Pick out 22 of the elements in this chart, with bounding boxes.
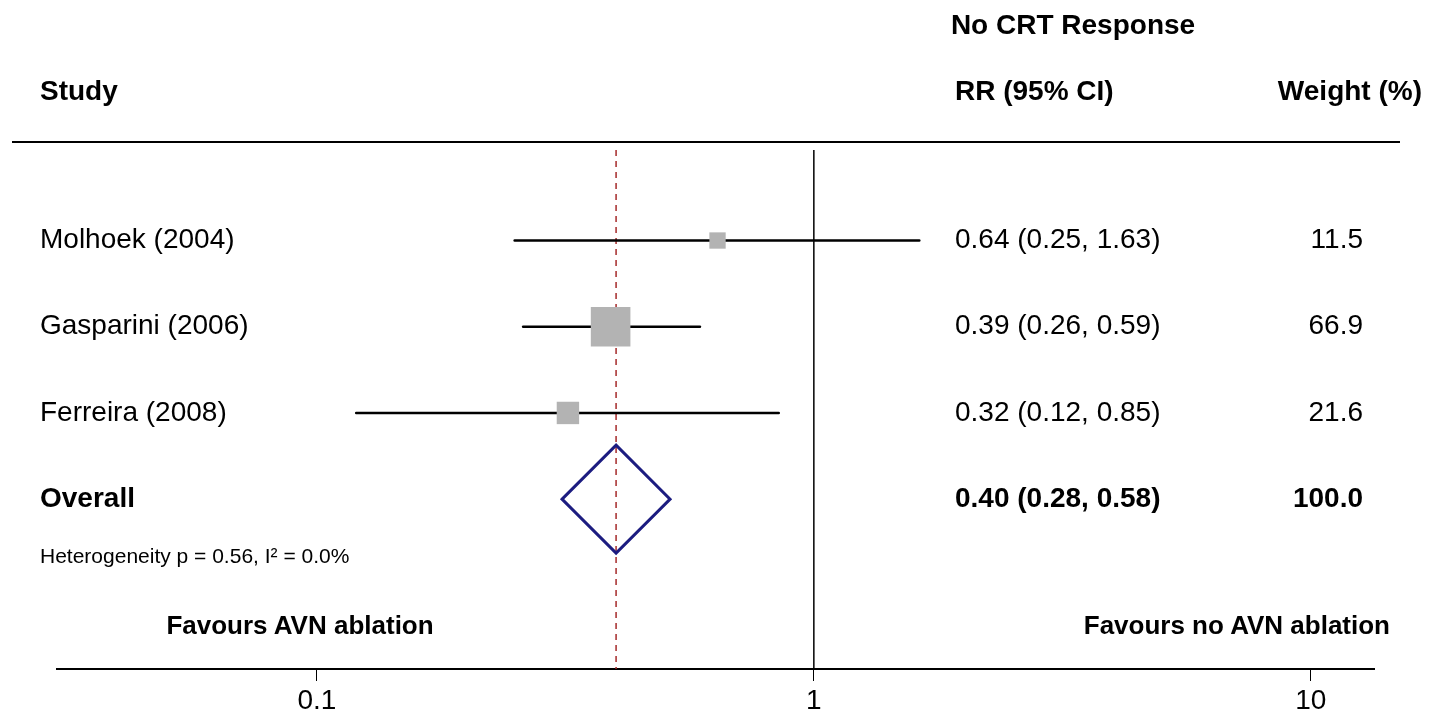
- annotation: 0.40 (0.28, 0.58): [955, 481, 1161, 513]
- x-tick-label: 1: [806, 683, 822, 715]
- text: Favours no AVN ablation: [1083, 610, 1390, 640]
- annotation: 11.5: [1310, 223, 1363, 255]
- y-axis-title: Study: [40, 75, 119, 106]
- annotation: 100.0: [1292, 481, 1363, 513]
- y-tick-label: Ferreira (2008): [40, 395, 227, 427]
- annotation: 0.39 (0.26, 0.59): [955, 309, 1161, 341]
- chart-title: No CRT Response: [950, 9, 1196, 40]
- y-tick-label: Gasparini (2006): [40, 309, 249, 341]
- annotation: 0.32 (0.12, 0.85): [955, 395, 1161, 427]
- annotation: 21.6: [1308, 395, 1363, 427]
- text: Heterogeneity p = 0.56, I² = 0.0%: [40, 544, 350, 567]
- x-tick-label: 0.1: [297, 683, 337, 715]
- y-tick-label: Overall: [40, 481, 135, 513]
- x-tick-label: 10: [1295, 683, 1327, 715]
- text: RR (95% CI): [955, 75, 1114, 106]
- text: Favours AVN ablation: [166, 610, 434, 640]
- annotation: 0.64 (0.25, 1.63): [955, 223, 1161, 255]
- text: Weight (%): [1277, 75, 1422, 106]
- y-tick-label: Molhoek (2004): [40, 223, 235, 255]
- annotation: 66.9: [1308, 309, 1363, 341]
